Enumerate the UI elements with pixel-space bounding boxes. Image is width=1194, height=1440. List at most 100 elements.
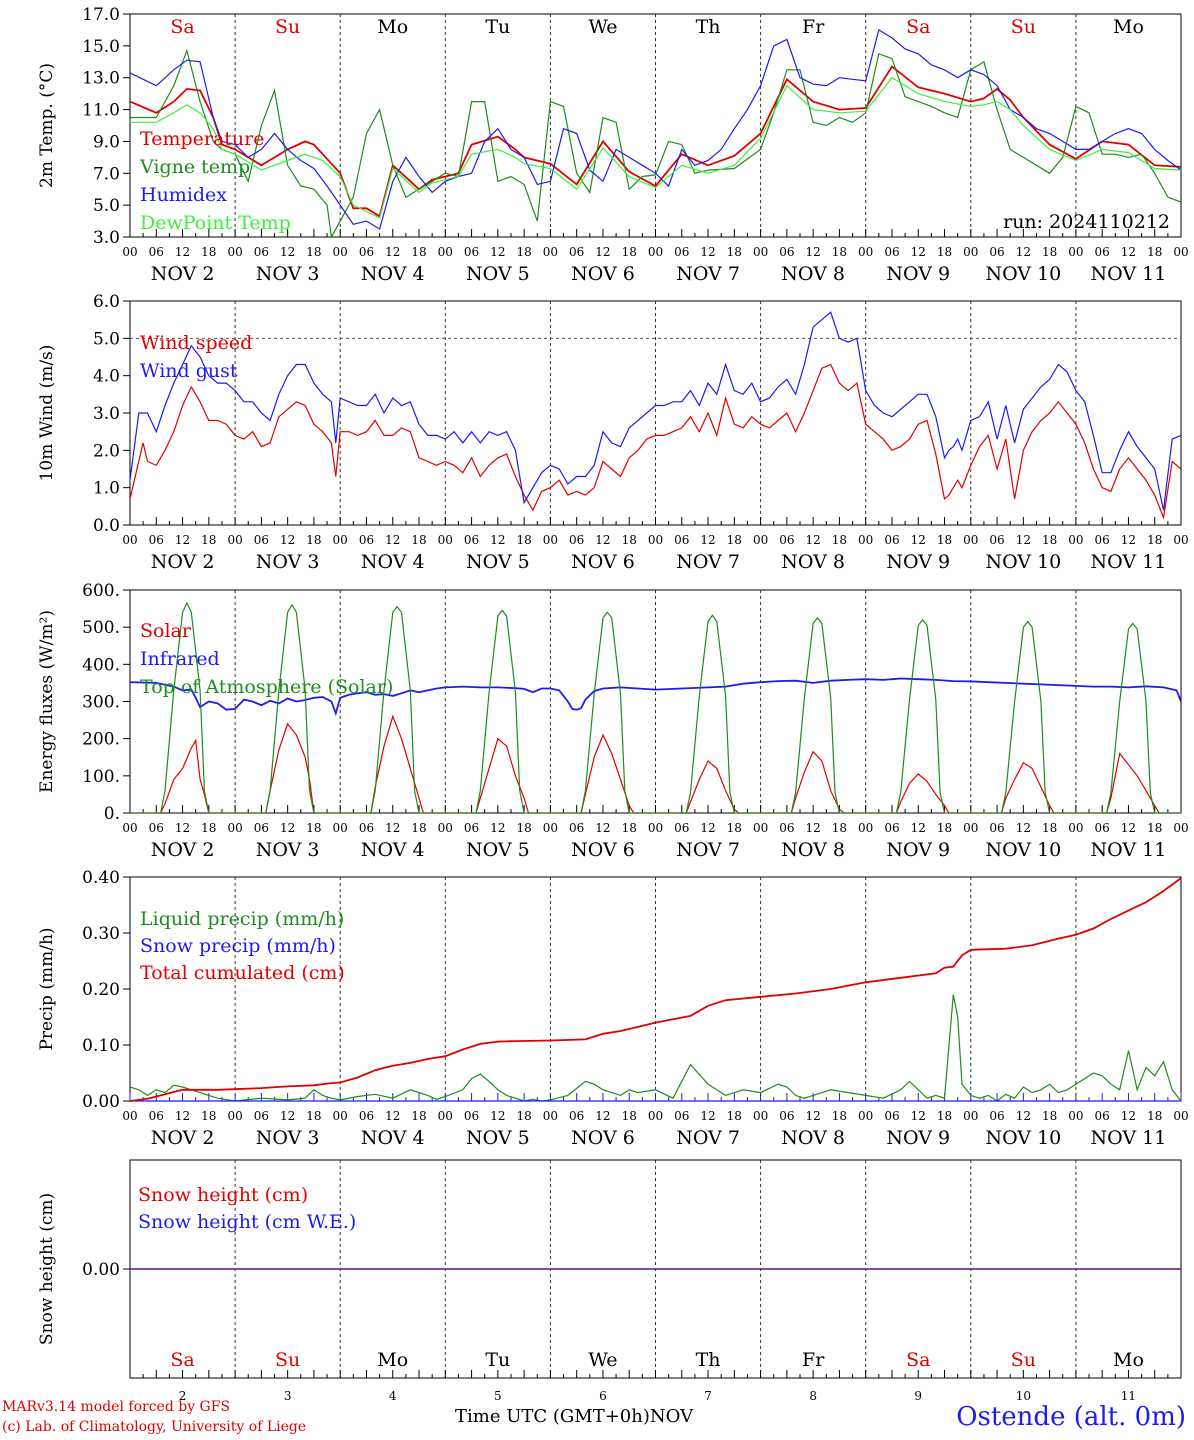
hour-label: 18 xyxy=(1042,1109,1057,1123)
date-label: NOV 7 xyxy=(676,551,740,573)
hour-label: 00 xyxy=(1173,821,1188,835)
hour-label: 12 xyxy=(175,245,190,259)
weekday-label-top: Mo xyxy=(1113,16,1144,38)
day-number-label: 5 xyxy=(494,1389,502,1403)
y-tick-label: 0.20 xyxy=(82,980,120,1000)
hour-label: 06 xyxy=(1095,245,1110,259)
legend-entry: Snow height (cm) xyxy=(138,1184,308,1206)
hour-label: 06 xyxy=(779,245,794,259)
date-label: NOV 8 xyxy=(781,839,845,861)
day-number-label: 2 xyxy=(179,1389,187,1403)
panel-frame xyxy=(129,589,1182,814)
month-label: NOV xyxy=(649,1406,694,1427)
date-label: NOV 10 xyxy=(985,1127,1061,1149)
date-label: NOV 4 xyxy=(361,1127,425,1149)
hour-label: 12 xyxy=(595,533,610,547)
hour-label: 00 xyxy=(963,245,978,259)
hour-label: 12 xyxy=(1121,245,1136,259)
legend-entry: Vigne temp xyxy=(139,156,250,178)
hour-label: 00 xyxy=(963,533,978,547)
weekday-label-top: Th xyxy=(696,16,721,38)
hour-label: 00 xyxy=(753,533,768,547)
date-label: NOV 9 xyxy=(886,263,950,285)
date-label: NOV 11 xyxy=(1091,1127,1167,1149)
hour-label: 00 xyxy=(753,1109,768,1123)
date-label: NOV 9 xyxy=(886,551,950,573)
hour-label: 18 xyxy=(937,1109,952,1123)
hour-label: 06 xyxy=(149,533,164,547)
series-line xyxy=(129,311,1182,511)
panel-frame xyxy=(129,300,1182,526)
hour-label: 00 xyxy=(333,1109,348,1123)
legend-entry: Snow precip (mm/h) xyxy=(140,935,336,957)
hour-label: 12 xyxy=(280,245,295,259)
hour-label: 18 xyxy=(937,245,952,259)
hour-label: 00 xyxy=(227,1109,242,1123)
hour-label: 18 xyxy=(832,245,847,259)
day-number-label: 7 xyxy=(704,1389,712,1403)
hour-label: 12 xyxy=(385,245,400,259)
y-tick-label: 3.0 xyxy=(93,228,120,248)
y-tick-label: 0.00 xyxy=(82,1092,120,1112)
hour-label: 18 xyxy=(1042,533,1057,547)
hour-label: 12 xyxy=(806,821,821,835)
hour-label: 18 xyxy=(937,533,952,547)
hour-label: 06 xyxy=(359,533,374,547)
weekday-label-bottom: We xyxy=(588,1349,617,1371)
y-tick-label: 600. xyxy=(82,581,120,601)
hour-label: 06 xyxy=(254,245,269,259)
hour-label: 06 xyxy=(779,1109,794,1123)
hour-label: 00 xyxy=(648,533,663,547)
hour-label: 06 xyxy=(884,533,899,547)
hour-label: 12 xyxy=(700,245,715,259)
date-label: NOV 9 xyxy=(886,839,950,861)
y-tick-label: 15.0 xyxy=(82,37,120,57)
hour-label: 18 xyxy=(727,821,742,835)
hour-label: 00 xyxy=(438,245,453,259)
hour-label: 00 xyxy=(333,533,348,547)
weekday-label-top: Mo xyxy=(377,16,408,38)
series-line xyxy=(129,28,1182,230)
hour-label: 18 xyxy=(1147,821,1162,835)
weekday-label-bottom: Sa xyxy=(170,1349,194,1371)
hour-label: 00 xyxy=(1068,821,1083,835)
day-number-label: 6 xyxy=(599,1389,607,1403)
hour-label: 12 xyxy=(700,821,715,835)
hour-label: 12 xyxy=(911,1109,926,1123)
hour-label: 06 xyxy=(884,245,899,259)
run-label: run: 2024110212 xyxy=(1003,211,1170,233)
date-label: NOV 5 xyxy=(466,551,530,573)
hour-label: 00 xyxy=(858,821,873,835)
y-tick-label: 0. xyxy=(104,804,120,824)
hour-label: 06 xyxy=(779,533,794,547)
hour-label: 00 xyxy=(227,533,242,547)
legend-entry: Solar xyxy=(140,620,192,642)
hour-label: 12 xyxy=(911,245,926,259)
hour-label: 00 xyxy=(227,245,242,259)
hour-label: 18 xyxy=(832,1109,847,1123)
hour-label: 12 xyxy=(385,533,400,547)
hour-label: 12 xyxy=(1016,245,1031,259)
y-axis-label: Precip (mm/h) xyxy=(37,927,57,1050)
series-line xyxy=(129,363,1182,520)
date-label: NOV 6 xyxy=(571,839,635,861)
lab-credit: (c) Lab. of Climatology, University of L… xyxy=(2,1419,307,1435)
date-label: NOV 11 xyxy=(1091,263,1167,285)
hour-label: 06 xyxy=(1095,821,1110,835)
hour-label: 12 xyxy=(490,533,505,547)
hour-label: 18 xyxy=(306,821,321,835)
date-label: NOV 4 xyxy=(361,839,425,861)
hour-label: 12 xyxy=(280,1109,295,1123)
hour-label: 06 xyxy=(149,245,164,259)
hour-label: 18 xyxy=(1147,1109,1162,1123)
hour-label: 18 xyxy=(622,821,637,835)
series-line xyxy=(130,601,1181,814)
hour-label: 18 xyxy=(306,533,321,547)
y-tick-label: 200. xyxy=(82,730,120,750)
hour-label: 18 xyxy=(516,821,531,835)
hour-label: 12 xyxy=(806,245,821,259)
hour-label: 12 xyxy=(1016,821,1031,835)
hour-label: 00 xyxy=(858,1109,873,1123)
hour-label: 06 xyxy=(254,533,269,547)
